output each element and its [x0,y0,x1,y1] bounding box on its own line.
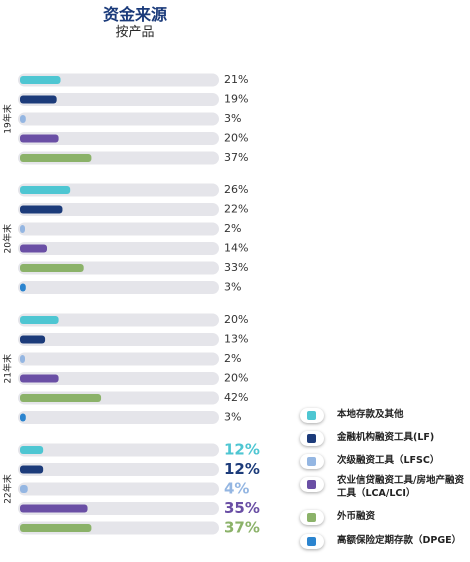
bar-fill [20,264,84,272]
bar-value-label: 12% [224,441,260,459]
group-label: 20年末 [2,224,14,253]
group-label: 22年末 [2,474,14,503]
legend-swatch [307,457,316,466]
legend-item-dpge: 高额保险定期存款（DPGE） [300,534,470,562]
bar-track [18,313,219,327]
legend-label: 金融机构融资工具(LF) [337,432,435,443]
bar-value-label: 37% [224,519,260,537]
legend-label: 农业信贷融资工具/房地产融资工具（LCA/LCI） [337,475,464,499]
bar-fill [20,76,61,84]
bar-track [18,73,219,87]
legend-item-lf: 金融机构融资工具(LF) [300,431,470,459]
legend-swatch [307,480,316,489]
legend-item-local-deposits: 本地存款及其他 [300,408,470,436]
bar-value-label: 3% [224,281,241,294]
bar-value-label: 12% [224,460,260,478]
bar-fill [20,504,88,513]
bar-fill [20,485,28,493]
bar-track [18,222,219,236]
bar-track [18,482,219,496]
bar-fill [20,134,59,143]
bar-fill [20,446,44,454]
legend-label: 本地存款及其他 [337,409,404,420]
group-label: 21年末 [2,354,14,383]
bar-track [18,352,219,366]
bar-track [18,281,219,294]
bar-value-label: 42% [224,391,248,404]
legend-swatch [307,513,316,522]
bar-fill [20,394,102,402]
legend-label: 外币融资 [337,511,376,522]
legend-label: 高额保险定期存款（DPGE） [337,535,462,546]
light-blue-swatch-icon [300,454,324,469]
bar-fill [20,374,59,383]
bar-value-label: 14% [224,242,248,255]
legend-swatch [307,411,316,420]
legend-label: 次级融资工具（LFSC） [337,455,440,466]
group-label: 19年末 [2,104,14,133]
bar-value-label: 22% [224,203,248,216]
legend-swatch [307,434,316,443]
bar-value-label: 37% [224,151,248,164]
bar-track [18,242,219,255]
purple-swatch-icon [300,477,324,492]
bar-value-label: 21% [224,73,248,86]
bar-fill [20,95,57,104]
bar-value-label: 35% [224,499,260,517]
bar-value-label: 13% [224,333,248,346]
bar-value-label: 20% [224,372,248,385]
bar-fill [20,283,26,292]
chart-subtitle: 按产品 [115,25,155,40]
bar-fill [20,186,71,194]
bar-fill [20,465,44,474]
bar-value-label: 2% [224,352,241,365]
bar-track [18,203,219,216]
bar-track [18,333,219,346]
bar-fill [20,225,25,233]
bar-fill [20,244,48,253]
bar-value-label: 3% [224,411,241,424]
legend-item-lfsc: 次级融资工具（LFSC） [300,454,470,482]
bar-fill [20,154,92,162]
bar-track [18,372,219,385]
bar-value-label: 20% [224,132,248,145]
blue-swatch-icon [300,534,324,549]
bar-track [18,463,219,476]
bar-track [18,93,219,106]
funding-sources-bar-chart: 19年末 21% 19% 3% 20% 37% 20年末 26% 22% 2% 14% 33% 3% 21… [2,73,260,537]
cyan-swatch-icon [300,408,324,423]
legend-swatch [307,537,316,546]
bar-fill [20,115,26,123]
bar-track [18,112,219,126]
bar-value-label: 4% [224,480,249,498]
bar-track [18,411,219,424]
bar-fill [20,355,25,363]
bar-fill [20,335,46,344]
bar-value-label: 3% [224,112,241,125]
bar-track [18,132,219,145]
legend-item-lca-lci: 农业信贷融资工具/房地产融资工具（LCA/LCI） [300,474,470,502]
bar-value-label: 2% [224,222,241,235]
green-swatch-icon [300,510,324,525]
bar-value-label: 19% [224,93,248,106]
bar-value-label: 20% [224,313,248,326]
bar-fill [20,413,26,422]
bar-fill [20,524,92,532]
navy-swatch-icon [300,431,324,446]
bar-value-label: 26% [224,183,248,196]
bar-fill [20,316,59,324]
bar-fill [20,205,63,214]
bar-track [18,443,219,457]
bar-value-label: 33% [224,261,248,274]
legend-item-foreign-currency: 外币融资 [300,510,470,538]
chart-title: 资金来源 [102,5,167,24]
